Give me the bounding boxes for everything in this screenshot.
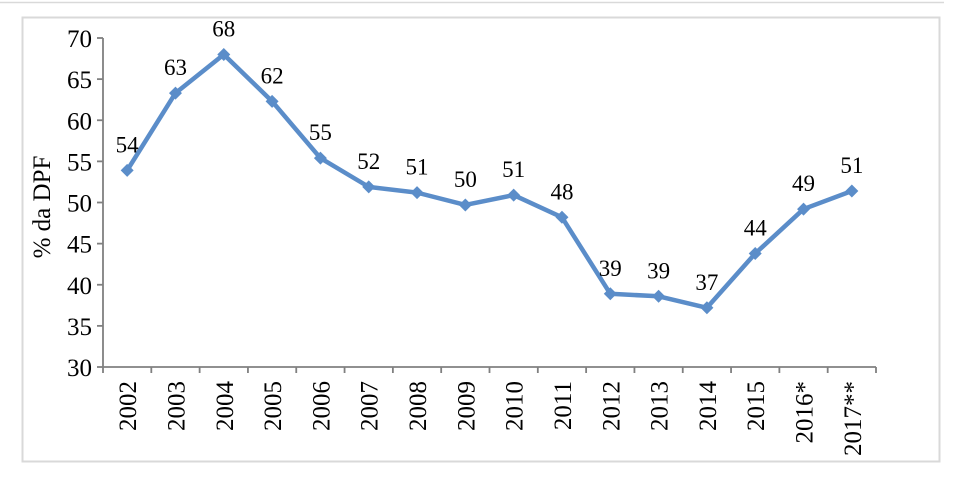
x-tick-label: 2016* <box>792 381 819 444</box>
data-marker <box>168 86 182 100</box>
data-label: 68 <box>212 16 235 41</box>
x-tick-label: 2017** <box>840 381 867 456</box>
y-tick-label: 30 <box>67 355 92 382</box>
data-marker <box>410 186 424 200</box>
data-marker <box>458 198 472 212</box>
data-label: 63 <box>164 55 187 80</box>
y-tick-label: 55 <box>67 149 92 176</box>
data-marker <box>362 180 376 194</box>
data-marker <box>507 188 521 202</box>
x-tick-label: 2012 <box>598 381 625 431</box>
y-tick-label: 40 <box>67 273 92 300</box>
data-label: 44 <box>744 215 768 240</box>
data-label: 50 <box>454 167 477 192</box>
x-tick-label: 2005 <box>260 381 287 431</box>
data-label: 49 <box>792 171 815 196</box>
data-marker <box>845 184 859 198</box>
data-marker <box>797 202 811 216</box>
data-label: 51 <box>840 153 863 178</box>
x-tick-label: 2004 <box>212 381 239 432</box>
x-tick-label: 2013 <box>647 381 674 431</box>
chart-frame-border <box>21 16 941 463</box>
y-tick-label: 60 <box>67 108 92 135</box>
y-tick-label: 70 <box>67 26 92 53</box>
data-marker <box>313 151 327 165</box>
plot-area: 70 65 60 55 50 45 40 35 30 2002 2003 2004 2005 2006 20… <box>67 16 877 456</box>
data-marker <box>652 289 666 303</box>
data-marker <box>217 47 231 61</box>
data-marker <box>555 210 569 224</box>
x-tick-label: 2002 <box>115 381 142 431</box>
y-tick-label: 50 <box>67 191 92 218</box>
x-tick-label: 2009 <box>453 381 480 431</box>
data-label: 39 <box>647 258 670 283</box>
data-label: 54 <box>116 132 140 157</box>
x-tick-label: 2015 <box>743 381 770 431</box>
data-label: 39 <box>599 256 622 281</box>
y-axis-title: % da DPF <box>29 156 56 259</box>
data-label: 62 <box>261 63 284 88</box>
data-line <box>124 52 855 311</box>
data-label: 51 <box>502 157 525 182</box>
data-label: 51 <box>406 155 429 180</box>
data-label: 55 <box>309 120 332 145</box>
x-tick-label: 2008 <box>405 381 432 431</box>
x-tick-label: 2003 <box>163 381 190 431</box>
x-tick-label: 2010 <box>502 381 529 431</box>
data-marker <box>120 163 134 177</box>
data-marker <box>265 94 279 108</box>
data-marker <box>700 301 714 315</box>
data-label: 52 <box>357 149 380 174</box>
y-tick-label: 35 <box>67 314 92 341</box>
data-marker <box>603 287 617 301</box>
x-tick-label: 2011 <box>550 381 577 430</box>
data-label: 37 <box>695 270 718 295</box>
y-tick-label: 45 <box>67 232 92 259</box>
data-label: 48 <box>550 179 573 204</box>
data-marker <box>748 246 762 260</box>
x-tick-label: 2014 <box>695 381 722 432</box>
x-tick-label: 2006 <box>308 381 335 431</box>
y-tick-label: 65 <box>67 67 92 94</box>
x-tick-label: 2007 <box>357 381 384 431</box>
